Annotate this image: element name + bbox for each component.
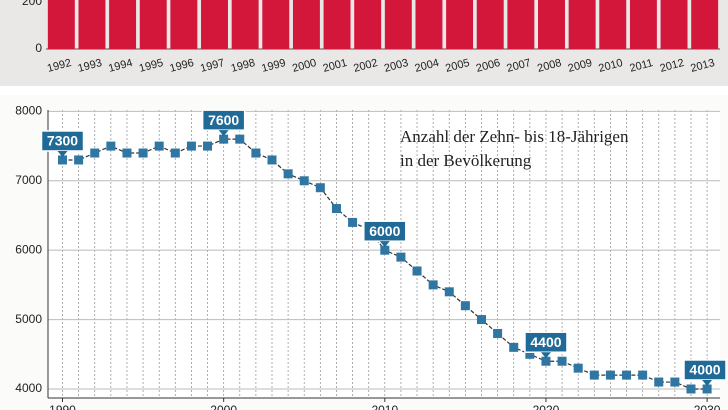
x-tick-label: 2010 bbox=[371, 403, 398, 410]
marker bbox=[702, 384, 712, 394]
bar bbox=[262, 0, 290, 49]
callout-pointer bbox=[57, 150, 68, 157]
bar bbox=[384, 0, 412, 49]
marker bbox=[412, 266, 422, 276]
marker bbox=[283, 169, 293, 179]
bar bbox=[231, 0, 259, 49]
bar bbox=[660, 0, 688, 49]
y-tick-label: 200 bbox=[22, 0, 42, 8]
bar bbox=[170, 0, 198, 49]
y-tick-label: 7000 bbox=[15, 173, 42, 187]
bar bbox=[568, 0, 596, 49]
marker bbox=[380, 245, 390, 255]
marker bbox=[58, 155, 68, 165]
data-label: 4000 bbox=[689, 362, 720, 378]
bar bbox=[139, 0, 167, 49]
marker bbox=[122, 148, 132, 158]
x-tick-label: 2011 bbox=[628, 57, 654, 75]
marker bbox=[331, 204, 341, 214]
marker bbox=[654, 377, 664, 387]
bar bbox=[476, 0, 504, 49]
bar bbox=[629, 0, 657, 49]
bar bbox=[446, 0, 474, 49]
bar bbox=[292, 0, 320, 49]
marker bbox=[74, 155, 84, 165]
marker bbox=[589, 370, 599, 380]
bar bbox=[47, 0, 75, 49]
callout-pointer bbox=[702, 379, 713, 386]
marker bbox=[622, 370, 632, 380]
x-tick-label: 2000 bbox=[210, 403, 237, 410]
bar bbox=[691, 0, 719, 49]
marker bbox=[299, 176, 309, 186]
marker bbox=[396, 252, 406, 262]
marker bbox=[686, 384, 696, 394]
marker bbox=[605, 370, 615, 380]
marker bbox=[203, 141, 213, 151]
marker bbox=[638, 370, 648, 380]
callout-pointer bbox=[218, 130, 229, 137]
line-chart: 4000 5000 6000 7000 8000 1990 2000 2010 2020 2030… bbox=[15, 104, 727, 410]
x-tick-label: 1990 bbox=[49, 403, 76, 410]
marker bbox=[509, 342, 519, 352]
marker bbox=[106, 141, 116, 151]
marker bbox=[460, 301, 470, 311]
x-tick-label: 2030 bbox=[694, 403, 721, 410]
marker bbox=[444, 287, 454, 297]
marker bbox=[251, 148, 261, 158]
marker bbox=[186, 141, 196, 151]
bar bbox=[109, 0, 137, 49]
marker bbox=[670, 377, 680, 387]
marker bbox=[541, 356, 551, 366]
chart-title: Anzahl der Zehn- bis 18-Jährigen bbox=[400, 127, 629, 146]
marker bbox=[154, 141, 164, 151]
callout-pointer bbox=[540, 352, 551, 359]
data-label: 7600 bbox=[208, 112, 239, 128]
marker bbox=[219, 134, 229, 144]
bar bbox=[78, 0, 106, 49]
bar bbox=[354, 0, 382, 49]
y-tick-label: 5000 bbox=[15, 312, 42, 326]
marker bbox=[138, 148, 148, 158]
data-label: 7300 bbox=[47, 133, 78, 149]
bar bbox=[323, 0, 351, 49]
marker bbox=[557, 356, 567, 366]
marker bbox=[235, 134, 245, 144]
data-label: 4400 bbox=[530, 334, 561, 350]
callout-pointer bbox=[379, 241, 390, 248]
y-tick-label: 4000 bbox=[15, 381, 42, 395]
marker bbox=[348, 217, 358, 227]
marker bbox=[90, 148, 100, 158]
data-label: 6000 bbox=[369, 223, 400, 239]
marker bbox=[170, 148, 180, 158]
marker bbox=[493, 328, 503, 338]
marker bbox=[476, 315, 486, 325]
chart-title: in der Bevölkerung bbox=[400, 151, 532, 170]
bar bbox=[201, 0, 228, 49]
y-tick-label: 8000 bbox=[15, 104, 42, 118]
x-tick-label: 2020 bbox=[533, 403, 560, 410]
marker bbox=[315, 183, 325, 193]
bar bbox=[415, 0, 443, 49]
bar bbox=[507, 0, 535, 49]
marker bbox=[525, 349, 535, 359]
marker bbox=[573, 363, 583, 373]
y-tick-label: 6000 bbox=[15, 242, 42, 256]
bar bbox=[538, 0, 565, 49]
marker bbox=[267, 155, 277, 165]
marker bbox=[428, 280, 438, 290]
y-tick-label: 0 bbox=[35, 41, 42, 55]
bar bbox=[599, 0, 627, 49]
